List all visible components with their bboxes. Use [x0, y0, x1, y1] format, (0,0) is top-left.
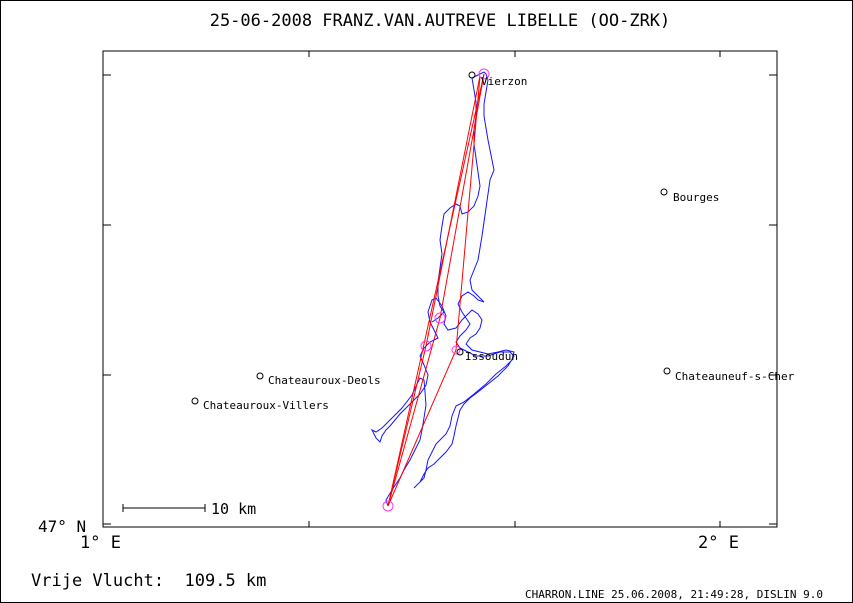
place-label-chateauroux-villers: Chateauroux-Villers [203, 399, 329, 412]
footer-info: CHARRON.LINE 25.06.2008, 21:49:28, DISLI… [525, 588, 823, 601]
plot-frame [102, 50, 778, 528]
turnpoint-issoudun-west [420, 340, 432, 352]
place-label-bourges: Bourges [673, 191, 719, 204]
scale-bar: 10 km [122, 500, 256, 518]
place-marker-vierzon [468, 71, 476, 79]
place-marker-chateauroux-villers [191, 397, 199, 405]
place-label-chateauroux-deols: Chateauroux-Deols [268, 374, 381, 387]
longitude-label-left: 1° E [80, 533, 121, 553]
turnpoint-issoudun [451, 345, 461, 355]
place-label-chateauneuf: Chateauneuf-s-Cher [675, 370, 795, 383]
flight-distance: Vrije Vlucht: 109.5 km [31, 571, 266, 591]
place-label-issoudun: Issoudun [465, 350, 518, 363]
place-label-vierzon: Vierzon [481, 75, 527, 88]
axis-ticks [102, 51, 777, 527]
turnpoint-mid [434, 312, 446, 324]
turnpoint-vierzon [478, 68, 490, 80]
turnpoints [382, 68, 490, 512]
place-marker-bourges [660, 188, 668, 196]
map-title: 25-06-2008 FRANZ.VAN.AUTREVE LIBELLE (OO… [210, 11, 671, 31]
start-turnpoint [382, 500, 394, 512]
place-marker-chateauroux-deols [256, 372, 264, 380]
place-marker-issoudun [456, 348, 464, 356]
longitude-label-right: 2° E [698, 533, 739, 553]
place-marker-chateauneuf [663, 367, 671, 375]
scale-bar-label: 10 km [211, 500, 256, 518]
task-lines [387, 73, 485, 507]
places [191, 71, 671, 405]
flight-track [370, 71, 515, 507]
latitude-label: 47° N [38, 517, 86, 536]
